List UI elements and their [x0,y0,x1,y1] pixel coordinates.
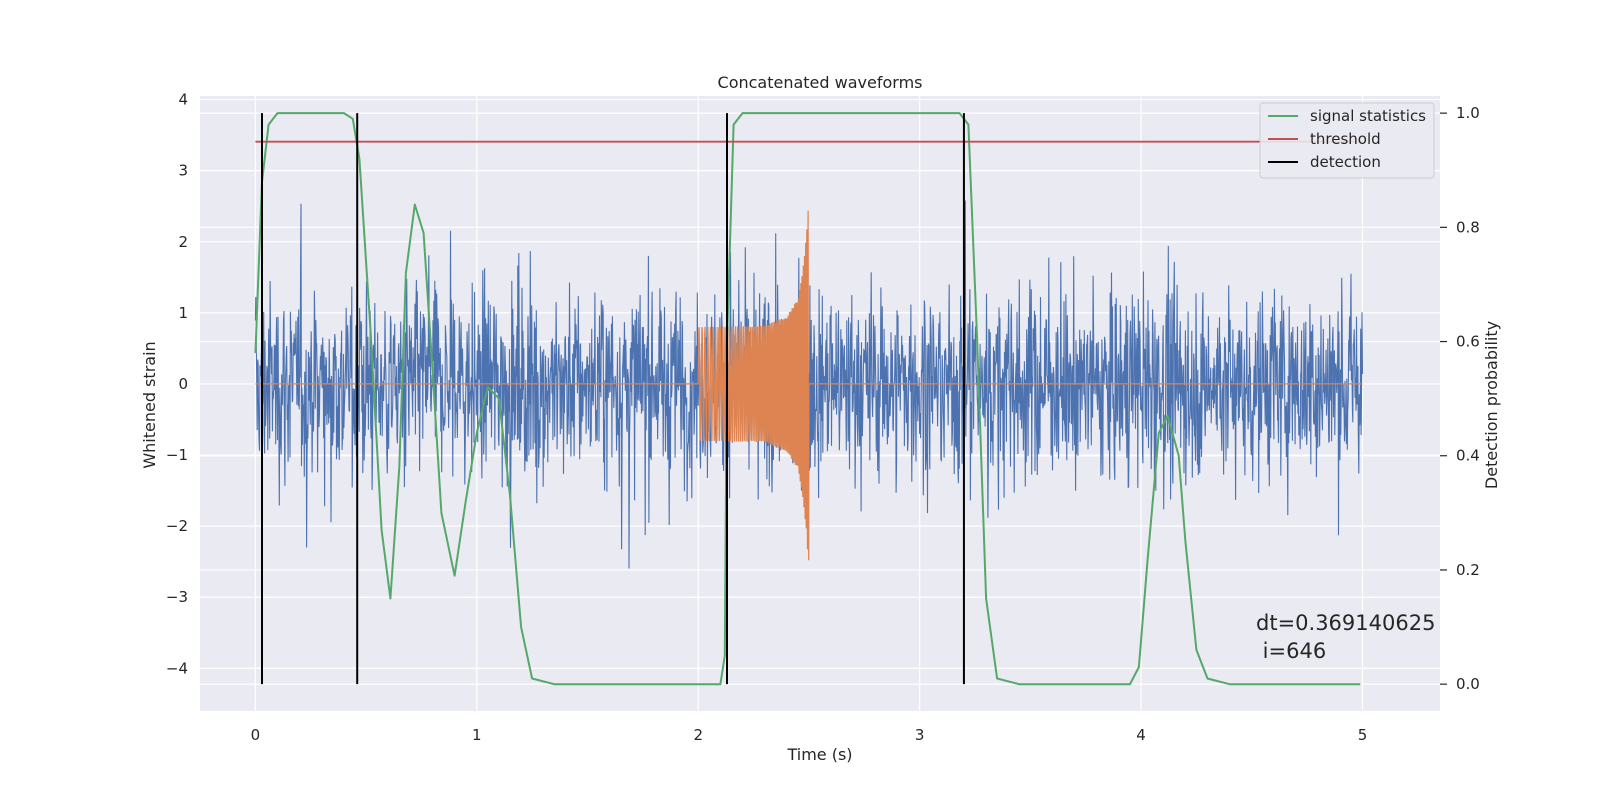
annotation-i: i=646 [1256,639,1326,663]
y2-tick-label: 0.0 [1456,675,1480,693]
x-axis-ticks: 0 1 2 3 4 5 [251,726,1368,744]
x-tick-label: 2 [693,726,703,744]
legend-label-threshold: threshold [1310,130,1381,148]
x-tick-label: 3 [915,726,925,744]
y-tick-label: 3 [178,162,188,180]
y2-tick-label: 1.0 [1456,104,1480,122]
y-tick-label: −3 [166,588,188,606]
waveform-series [255,210,1363,561]
y-tick-label: 1 [178,304,188,322]
y-axis-label: Whitened strain [140,341,159,468]
x-axis-label: Time (s) [786,745,852,764]
x-tick-label: 0 [251,726,261,744]
legend-label-detection: detection [1310,153,1381,171]
waveform-line [255,210,1363,561]
y-tick-label: −2 [166,517,188,535]
left-axis-ticks: 4 3 2 1 0 −1 −2 −3 −4 [166,91,188,678]
y2-tick-label: 0.2 [1456,561,1480,579]
y-tick-label: −1 [166,446,188,464]
y2-tick-label: 0.4 [1456,447,1480,465]
signal-statistics-series [254,112,1361,686]
y-tick-label: −4 [166,659,188,677]
x-tick-label: 1 [472,726,482,744]
y-tick-label: 4 [178,91,188,109]
y2-tick-label: 0.8 [1456,218,1480,236]
y2-axis-label: Detection probability [1482,321,1501,489]
x-tick-label: 5 [1358,726,1368,744]
legend: signal statistics threshold detection [1259,102,1435,179]
detection-lines [261,113,965,685]
annotation-dt: dt=0.369140625 [1256,611,1435,635]
y-tick-label: 2 [178,233,188,251]
x-tick-label: 4 [1136,726,1146,744]
chart-title: Concatenated waveforms [718,73,923,92]
signal-statistics-line [254,112,1361,686]
right-axis-ticks: 1.0 0.8 0.6 0.4 0.2 0.0 [1440,104,1480,693]
y2-tick-label: 0.6 [1456,333,1480,351]
y-tick-label: 0 [178,375,188,393]
legend-label-signal-statistics: signal statistics [1310,107,1426,125]
